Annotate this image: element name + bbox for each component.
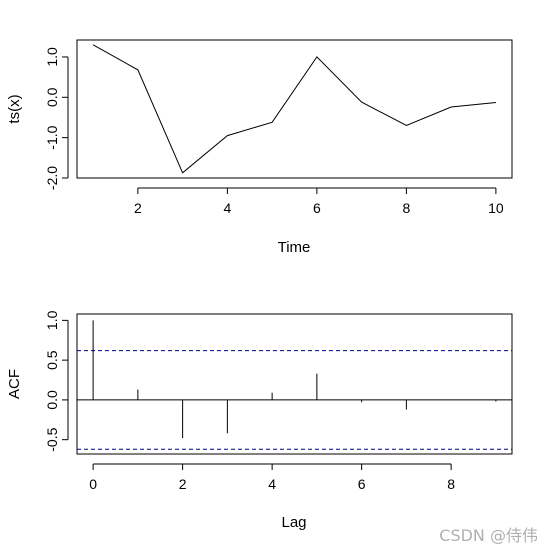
acf-y-tick-label: 0.0 (44, 390, 60, 410)
acf-y-axis: -0.5 0.0 0.5 1.0 (44, 310, 69, 452)
time-series-line (92, 44, 496, 174)
time-series-x-tick-label: 6 (313, 200, 321, 216)
acf-xlabel: Lag (281, 514, 306, 531)
acf-x-axis: 0 2 4 6 8 (89, 463, 455, 492)
acf-panel: 0 2 4 6 8 -0.5 0.0 0.5 1.0 Lag ACF (6, 310, 513, 531)
time-series-xlabel: Time (278, 239, 311, 256)
time-series-ylabel: ts(x) (6, 94, 23, 123)
watermark: CSDN @侍伟 (439, 526, 538, 545)
time-series-x-tick-label: 4 (223, 200, 231, 216)
acf-ylabel: ACF (6, 369, 23, 399)
time-series-y-axis: -2.0 -1.0 0.0 1.0 (44, 47, 69, 190)
time-series-marks (92, 44, 496, 174)
time-series-x-tick-label: 2 (134, 200, 142, 216)
acf-y-tick-label: -0.5 (44, 427, 60, 451)
time-series-y-tick-label: 1.0 (44, 47, 60, 67)
time-series-y-tick-label: -2.0 (44, 166, 60, 190)
time-series-panel: 2 4 6 8 10 -2.0 -1.0 0.0 1.0 Time ts(x) (6, 39, 513, 256)
time-series-y-tick-label: -1.0 (44, 125, 60, 149)
time-series-x-axis: 2 4 6 8 10 (134, 187, 504, 216)
acf-x-tick-label: 2 (179, 476, 187, 492)
time-series-x-tick-label: 10 (488, 200, 504, 216)
acf-x-tick-label: 4 (268, 476, 276, 492)
acf-x-tick-label: 6 (358, 476, 366, 492)
acf-marks (77, 320, 512, 450)
acf-y-tick-label: 1.0 (44, 310, 60, 330)
acf-x-tick-label: 0 (89, 476, 97, 492)
time-series-x-tick-label: 8 (402, 200, 410, 216)
acf-plot-box (76, 313, 513, 455)
time-series-y-tick-label: 0.0 (44, 87, 60, 107)
time-series-plot-box (76, 39, 513, 179)
acf-x-tick-label: 8 (447, 476, 455, 492)
acf-y-tick-label: 0.5 (44, 350, 60, 370)
